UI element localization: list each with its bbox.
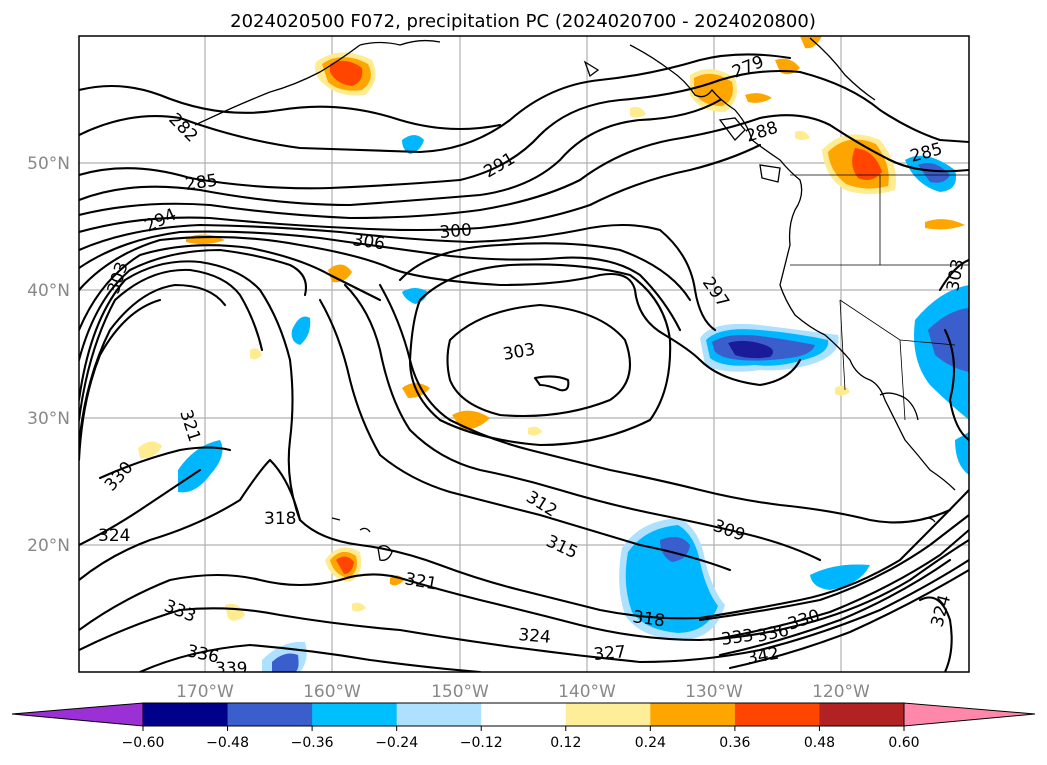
lon-label: 160°W — [303, 682, 361, 702]
colorbar-cell — [312, 703, 398, 726]
colorbar-frame — [142, 702, 905, 727]
contour-label: 309 — [710, 516, 747, 546]
contour-label: 330 — [101, 458, 138, 495]
precip-blob — [336, 556, 354, 574]
colorbar-tick-label: −0.36 — [291, 735, 334, 751]
colorbar-tick-label: 0.24 — [635, 735, 666, 751]
colorbar: −0.60 −0.48 −0.36 −0.24 −0.12 0.12 0.24 0.36 0.4… — [11, 702, 1036, 751]
precip-blob — [250, 348, 262, 360]
precip-blob — [918, 162, 950, 183]
precip-blob — [630, 106, 646, 118]
precip-blob — [225, 603, 245, 621]
coastlines — [194, 37, 956, 561]
contour-label: 318 — [631, 607, 666, 631]
precip-blob — [330, 60, 363, 86]
lon-label: 150°W — [431, 682, 489, 702]
colorbar-cell — [650, 703, 736, 726]
lat-label: 30°N — [27, 409, 70, 429]
precip-blob — [272, 653, 299, 672]
contour-label: 300 — [439, 220, 473, 243]
contour-label: 333 — [161, 596, 199, 627]
precip-blob — [138, 441, 162, 459]
contour-label: 291 — [481, 149, 519, 183]
precip-blob — [402, 288, 428, 304]
map-area: 282 285 294 303 306 300 291 279 288 285 … — [79, 36, 969, 679]
lat-label: 40°N — [27, 281, 70, 301]
precip-blob — [186, 234, 225, 245]
precip-blob — [810, 564, 870, 590]
colorbar-cell — [819, 703, 905, 726]
precip-blob — [728, 340, 774, 359]
lon-label: 140°W — [558, 682, 616, 702]
map-frame — [78, 35, 970, 673]
contour-label: 321 — [175, 407, 204, 444]
colorbar-tick-label: −0.48 — [206, 735, 249, 751]
colorbar-tick-label: 0.36 — [719, 735, 750, 751]
colorbar-tick-label: 0.60 — [888, 735, 919, 751]
contour-label: 342 — [745, 644, 780, 669]
contour-label: 318 — [264, 509, 296, 529]
contour-label: 327 — [593, 642, 627, 665]
colorbar-tick-label: −0.24 — [375, 735, 418, 751]
precip-blob — [852, 148, 882, 180]
plot-title: 2024020500 F072, precipitation PC (20240… — [230, 11, 816, 32]
lat-label: 50°N — [27, 154, 70, 174]
contour-label: 282 — [164, 109, 201, 146]
contour-label: 306 — [351, 230, 386, 254]
colorbar-cell — [396, 703, 482, 726]
contour-label: 324 — [98, 526, 130, 546]
precip-blob — [955, 432, 969, 475]
lat-label: 20°N — [27, 536, 70, 556]
precip-blob — [352, 602, 366, 612]
colorbar-cell — [481, 703, 567, 726]
colorbar-cell — [143, 703, 229, 726]
colorbar-tick-label: −0.60 — [122, 735, 165, 751]
precip-blob — [625, 525, 718, 633]
colorbar-min-extend — [11, 702, 144, 727]
contours — [79, 53, 969, 672]
precip-blob — [528, 426, 542, 436]
colorbar-cell — [565, 703, 651, 726]
contour-label: 297 — [698, 273, 733, 311]
precip-blob — [925, 219, 965, 230]
precip-blob — [694, 73, 733, 106]
contour-label: 321 — [403, 569, 438, 594]
colorbar-max-extend — [903, 702, 1036, 727]
lon-label: 170°W — [176, 682, 234, 702]
precip-blob — [795, 130, 810, 140]
precip-blob — [402, 135, 424, 154]
contour-label: 285 — [184, 171, 219, 195]
contour-label: 330 — [785, 606, 822, 635]
colorbar-tick-label: 0.12 — [550, 735, 581, 751]
precip-blob — [291, 316, 311, 345]
precip-blob — [800, 36, 822, 49]
lon-label: 130°W — [685, 682, 743, 702]
contour-label: 324 — [518, 625, 552, 648]
political-borders — [790, 174, 969, 421]
precip-shading — [138, 36, 969, 672]
colorbar-tick-label: 0.48 — [804, 735, 835, 751]
contour-label: 303 — [501, 340, 536, 365]
precip-blob — [745, 93, 772, 103]
contour-label: 333 — [720, 626, 755, 650]
contour-label: 279 — [729, 52, 767, 83]
colorbar-tick-label: −0.12 — [460, 735, 503, 751]
contour-label: 315 — [543, 531, 581, 563]
colorbar-cell — [734, 703, 820, 726]
precip-blob — [178, 440, 223, 493]
contour-label: 339 — [215, 659, 247, 679]
contour-label: 294 — [142, 205, 180, 237]
colorbar-cell — [227, 703, 313, 726]
lon-label: 120°W — [812, 682, 870, 702]
precip-blob — [835, 385, 850, 396]
